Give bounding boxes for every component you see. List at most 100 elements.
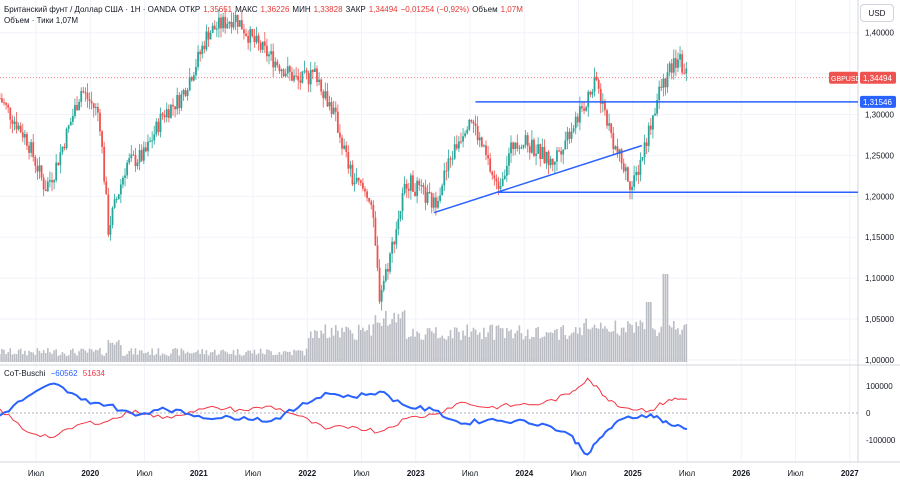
time-axis-label: 2024: [515, 469, 533, 478]
price-axis-label: 1,00000: [865, 356, 894, 365]
volume-bar: [387, 325, 389, 362]
volume-bar: [163, 354, 166, 362]
candle-body: [255, 35, 258, 43]
volume-bar: [345, 326, 347, 362]
candle-body: [493, 175, 496, 179]
volume-bar: [441, 335, 443, 362]
volume-bar: [247, 350, 249, 362]
candle-body: [84, 92, 87, 94]
volume-bar: [551, 333, 554, 362]
volume-bar: [650, 302, 652, 362]
volume-bar: [428, 328, 431, 362]
candle-body: [570, 131, 573, 139]
volume-bar: [305, 348, 308, 362]
candle-body: [268, 54, 270, 57]
candle-body: [144, 147, 147, 152]
time-axis-label: Июл: [28, 469, 45, 478]
candle-body: [516, 142, 519, 149]
volume-bar: [205, 350, 208, 362]
volume-bar: [312, 337, 314, 362]
candle-body: [487, 154, 489, 159]
volume-bar: [483, 327, 485, 362]
volume-bar: [42, 350, 45, 362]
volume-bar: [30, 352, 32, 362]
candle-body: [278, 65, 281, 72]
candle-body: [541, 146, 544, 160]
candle-body: [322, 91, 325, 99]
cot-indicator-legend[interactable]: CoT-Buschi −60562 51634: [4, 369, 108, 378]
candle-body: [464, 133, 467, 137]
volume-bar: [410, 336, 412, 362]
volume-bar: [170, 353, 172, 362]
volume-bar: [645, 302, 648, 362]
time-axis-label: 2026: [732, 469, 750, 478]
candle-body: [320, 79, 323, 92]
volume-bar: [13, 353, 16, 362]
candle-body: [562, 149, 565, 155]
volume-bar: [654, 329, 656, 362]
candle-body: [633, 175, 636, 187]
volume-value: 1,07M: [500, 5, 523, 14]
candle-body: [414, 191, 416, 197]
volume-bar: [101, 354, 103, 362]
candle-body: [512, 142, 515, 150]
candle-body: [372, 204, 375, 218]
volume-bar: [395, 322, 398, 362]
volume-bar: [510, 329, 512, 362]
candle-body: [432, 197, 435, 208]
volume-bar: [378, 322, 381, 362]
candle-body: [117, 194, 120, 200]
volume-bar: [343, 331, 345, 362]
candle-body: [280, 69, 283, 72]
candle-body: [666, 72, 669, 88]
candle-body: [0, 98, 1, 100]
volume-bar: [560, 327, 562, 362]
candle-body: [599, 88, 602, 104]
candle-body: [647, 125, 650, 146]
candle-body: [639, 159, 642, 175]
candle-body: [595, 76, 598, 81]
candle-body: [167, 109, 170, 118]
candle-body: [222, 16, 224, 29]
candle-body: [297, 76, 300, 81]
volume-bar: [585, 318, 587, 362]
candle-body: [437, 200, 439, 208]
volume-bar: [197, 350, 199, 362]
candle-body: [652, 115, 654, 130]
high-value: 1,36226: [260, 5, 290, 14]
candle-body: [585, 107, 588, 111]
candle-body: [17, 125, 20, 130]
candle-body: [86, 92, 89, 100]
volume-bar: [487, 332, 489, 362]
candle-body: [205, 31, 208, 50]
currency-button[interactable]: USD: [860, 4, 894, 22]
candle-body: [455, 144, 458, 149]
candle-body: [55, 162, 58, 181]
volume-indicator-legend[interactable]: Объем · Тики 1,07M: [4, 16, 81, 25]
volume-bar: [291, 355, 293, 362]
volume-bar: [72, 348, 74, 362]
candle-body: [190, 77, 193, 81]
candle-body: [76, 104, 78, 111]
candle-body: [274, 61, 277, 68]
symbol-name[interactable]: Британский фунт / Доллар США · 1Н · OAND…: [4, 5, 177, 14]
candle-body: [92, 103, 95, 109]
candle-body: [501, 178, 504, 187]
volume-bar: [272, 355, 274, 362]
volume-bar: [518, 325, 521, 362]
low-label: МИН: [292, 5, 311, 14]
candle-body: [553, 161, 556, 165]
volume-bar: [641, 322, 644, 362]
volume-bar: [453, 327, 456, 362]
time-axis-label: 2021: [190, 469, 208, 478]
volume-bar: [32, 352, 35, 362]
volume-bar: [629, 323, 631, 362]
volume-bar: [595, 327, 598, 362]
volume-bar: [451, 338, 454, 362]
candle-body: [489, 158, 492, 172]
volume-bar: [522, 339, 525, 362]
candle-body: [232, 21, 235, 28]
volume-bar: [151, 348, 153, 362]
candle-body: [9, 107, 12, 120]
